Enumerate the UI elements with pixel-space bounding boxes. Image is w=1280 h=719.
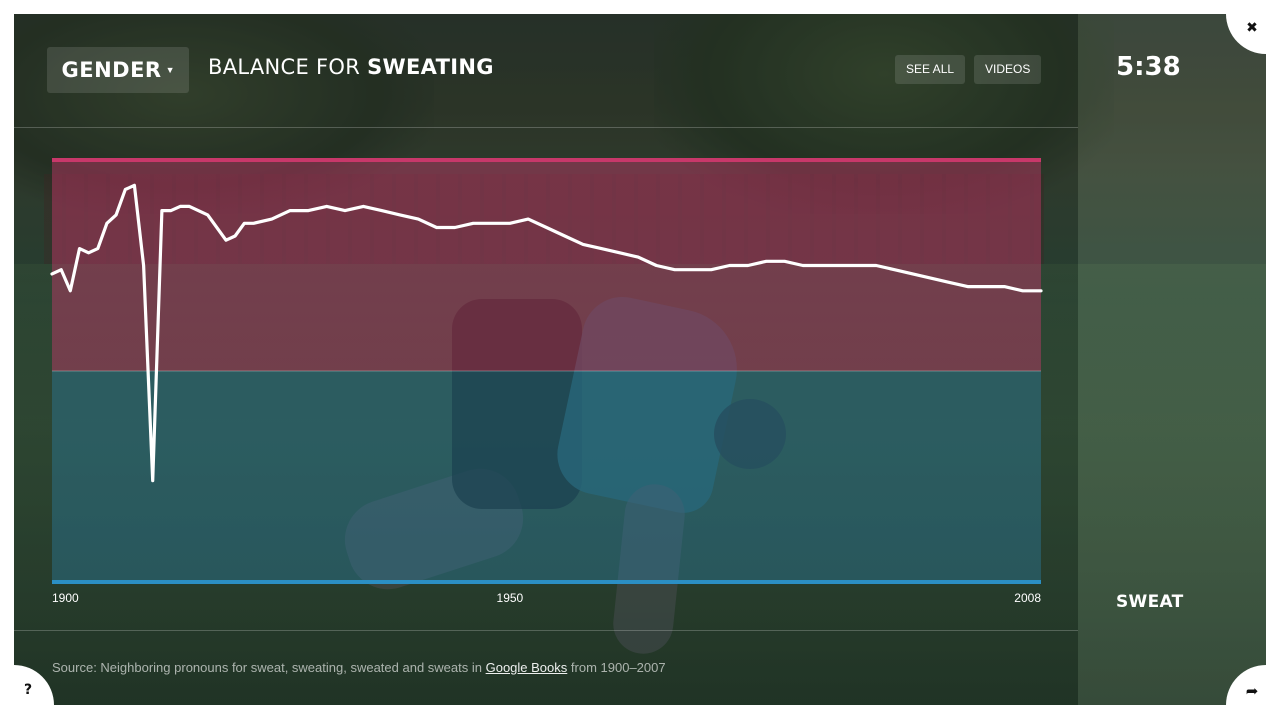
title-prefix: BALANCE FOR xyxy=(208,55,361,79)
videos-button[interactable]: VIDEOS xyxy=(974,55,1042,84)
gender-dropdown-label: GENDER xyxy=(61,58,162,82)
male-area xyxy=(52,371,1041,582)
video-timer: 5:38 xyxy=(1116,52,1181,82)
gender-dropdown[interactable]: GENDER ▼ xyxy=(47,47,189,93)
video-frame: GENDER ▼ BALANCE FOR SWEATING SEE ALL VI… xyxy=(14,14,1266,705)
title-word: SWEATING xyxy=(367,55,494,79)
female-area xyxy=(52,160,1041,371)
balance-chart: 1900 1950 2008 xyxy=(50,158,1043,605)
x-tick-label: 2008 xyxy=(1014,591,1041,605)
person-shorts xyxy=(452,299,582,509)
google-books-link[interactable]: Google Books xyxy=(485,660,568,675)
person-head xyxy=(714,399,786,469)
current-word: SWEAT xyxy=(1116,592,1184,612)
see-all-button[interactable]: SEE ALL xyxy=(895,55,966,84)
side-panel xyxy=(1078,14,1266,705)
source-suffix: from 1900–2007 xyxy=(570,660,666,675)
source-prefix: Source: Neighboring pronouns for sweat, … xyxy=(52,660,482,675)
background-tree-left xyxy=(14,14,434,214)
source-note: Source: Neighboring pronouns for sweat, … xyxy=(52,660,666,675)
footer-divider xyxy=(14,630,1078,631)
series-line xyxy=(50,183,1043,483)
chevron-down-icon: ▼ xyxy=(165,65,175,75)
video-dim-overlay xyxy=(14,14,1078,705)
x-tick-label: 1900 xyxy=(52,591,79,605)
background-tree-right xyxy=(654,14,1114,214)
page-title: BALANCE FOR SWEATING xyxy=(208,55,494,79)
x-tick-label: 1950 xyxy=(497,591,524,605)
header-divider xyxy=(14,127,1078,128)
x-axis-ticks: 1900 1950 2008 xyxy=(52,591,1041,605)
